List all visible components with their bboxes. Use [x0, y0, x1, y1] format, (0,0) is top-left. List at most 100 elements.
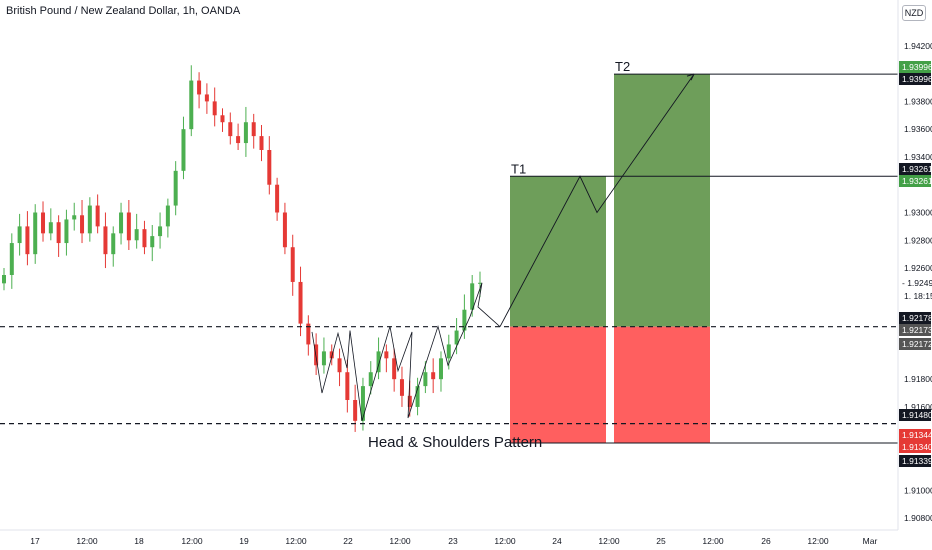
- candle[interactable]: [189, 65, 194, 137]
- candle[interactable]: [236, 123, 241, 150]
- candle[interactable]: [72, 202, 77, 231]
- time-tick-label: 24: [552, 536, 562, 546]
- candle[interactable]: [173, 161, 178, 216]
- candle[interactable]: [251, 113, 256, 149]
- candle-body: [306, 323, 311, 345]
- candle[interactable]: [181, 116, 186, 180]
- candle[interactable]: [204, 83, 209, 114]
- candle[interactable]: [33, 204, 38, 264]
- candle[interactable]: [9, 233, 14, 289]
- price-tick-label: 1.93400: [904, 152, 932, 162]
- time-tick-label: 22: [343, 536, 353, 546]
- time-tick-label: 12:00: [76, 536, 98, 546]
- candle[interactable]: [95, 194, 100, 234]
- candle[interactable]: [220, 108, 225, 132]
- candle[interactable]: [2, 268, 6, 291]
- candle[interactable]: [415, 377, 420, 416]
- candle-body: [204, 94, 209, 102]
- candle[interactable]: [165, 198, 170, 238]
- candle-body: [197, 80, 202, 95]
- candle[interactable]: [376, 337, 381, 380]
- candle-body: [33, 212, 38, 255]
- candle[interactable]: [321, 337, 326, 374]
- price-tick-label: 1.93000: [904, 208, 932, 218]
- candle-body: [392, 358, 397, 380]
- price-tag-label: 1.91344: [902, 430, 932, 440]
- time-tick-label: 19: [239, 536, 249, 546]
- candle-body: [470, 283, 475, 310]
- candle[interactable]: [259, 125, 264, 162]
- candle-body: [236, 136, 241, 144]
- candle[interactable]: [298, 266, 303, 337]
- candle[interactable]: [142, 220, 147, 255]
- price-tick-label: 1.91800: [904, 374, 932, 384]
- candle-body: [368, 372, 373, 387]
- candle[interactable]: [337, 348, 342, 387]
- candle[interactable]: [150, 225, 155, 262]
- candle-body: [25, 226, 30, 255]
- loss-zone-2: [614, 326, 710, 444]
- candle[interactable]: [197, 72, 202, 109]
- candle[interactable]: [399, 366, 404, 407]
- price-tag-label: 1.93261: [902, 164, 932, 174]
- candle[interactable]: [384, 344, 389, 373]
- time-tick-label: 12:00: [285, 536, 307, 546]
- currency-selector[interactable]: NZD: [902, 5, 926, 21]
- price-tag-label: 1.91339: [902, 456, 932, 466]
- candle-body: [407, 395, 412, 407]
- candle-body: [446, 344, 451, 359]
- candle[interactable]: [25, 211, 30, 266]
- candle[interactable]: [56, 215, 61, 257]
- candle[interactable]: [228, 112, 233, 145]
- candle[interactable]: [87, 197, 92, 242]
- candle[interactable]: [454, 318, 459, 355]
- candle[interactable]: [134, 213, 139, 249]
- candle[interactable]: [290, 234, 295, 296]
- candle[interactable]: [306, 315, 311, 356]
- candle[interactable]: [345, 359, 350, 413]
- candle[interactable]: [431, 358, 436, 394]
- candle[interactable]: [119, 202, 124, 245]
- candle[interactable]: [360, 377, 365, 431]
- target-1-label: T1: [511, 161, 526, 176]
- candle-body: [150, 236, 155, 248]
- price-tag-bg: [899, 338, 931, 350]
- time-tick-label: Mar: [863, 536, 878, 546]
- candle[interactable]: [103, 212, 108, 269]
- price-tick-label: 1.91600: [904, 402, 932, 412]
- candle[interactable]: [158, 212, 163, 249]
- candle-body: [282, 212, 287, 248]
- candle-body: [423, 372, 428, 387]
- candle-body: [111, 233, 116, 255]
- current-price-label: - 1.92494: [902, 278, 932, 288]
- candle[interactable]: [111, 226, 116, 267]
- candle[interactable]: [17, 213, 22, 256]
- candle[interactable]: [353, 384, 358, 432]
- candle[interactable]: [41, 201, 46, 242]
- candle[interactable]: [392, 348, 397, 392]
- price-tag-label: 1.92178: [902, 313, 932, 323]
- candle[interactable]: [212, 87, 217, 127]
- candle[interactable]: [267, 136, 272, 195]
- candle-body: [431, 372, 436, 380]
- candle[interactable]: [282, 202, 287, 255]
- candle-body: [9, 243, 14, 275]
- candle[interactable]: [275, 177, 280, 221]
- candle[interactable]: [48, 208, 53, 241]
- candle[interactable]: [80, 200, 85, 244]
- candle[interactable]: [64, 209, 69, 256]
- candle-body: [48, 222, 53, 234]
- candle-body: [181, 129, 186, 171]
- candle[interactable]: [314, 333, 319, 375]
- candle[interactable]: [329, 344, 334, 366]
- candle[interactable]: [462, 294, 467, 339]
- candle-body: [259, 136, 264, 150]
- candle[interactable]: [243, 106, 248, 157]
- candle-body: [41, 212, 46, 234]
- candle[interactable]: [368, 361, 373, 395]
- candle-body: [87, 205, 92, 234]
- candle[interactable]: [126, 200, 131, 250]
- candle[interactable]: [438, 351, 443, 392]
- candle[interactable]: [423, 361, 428, 394]
